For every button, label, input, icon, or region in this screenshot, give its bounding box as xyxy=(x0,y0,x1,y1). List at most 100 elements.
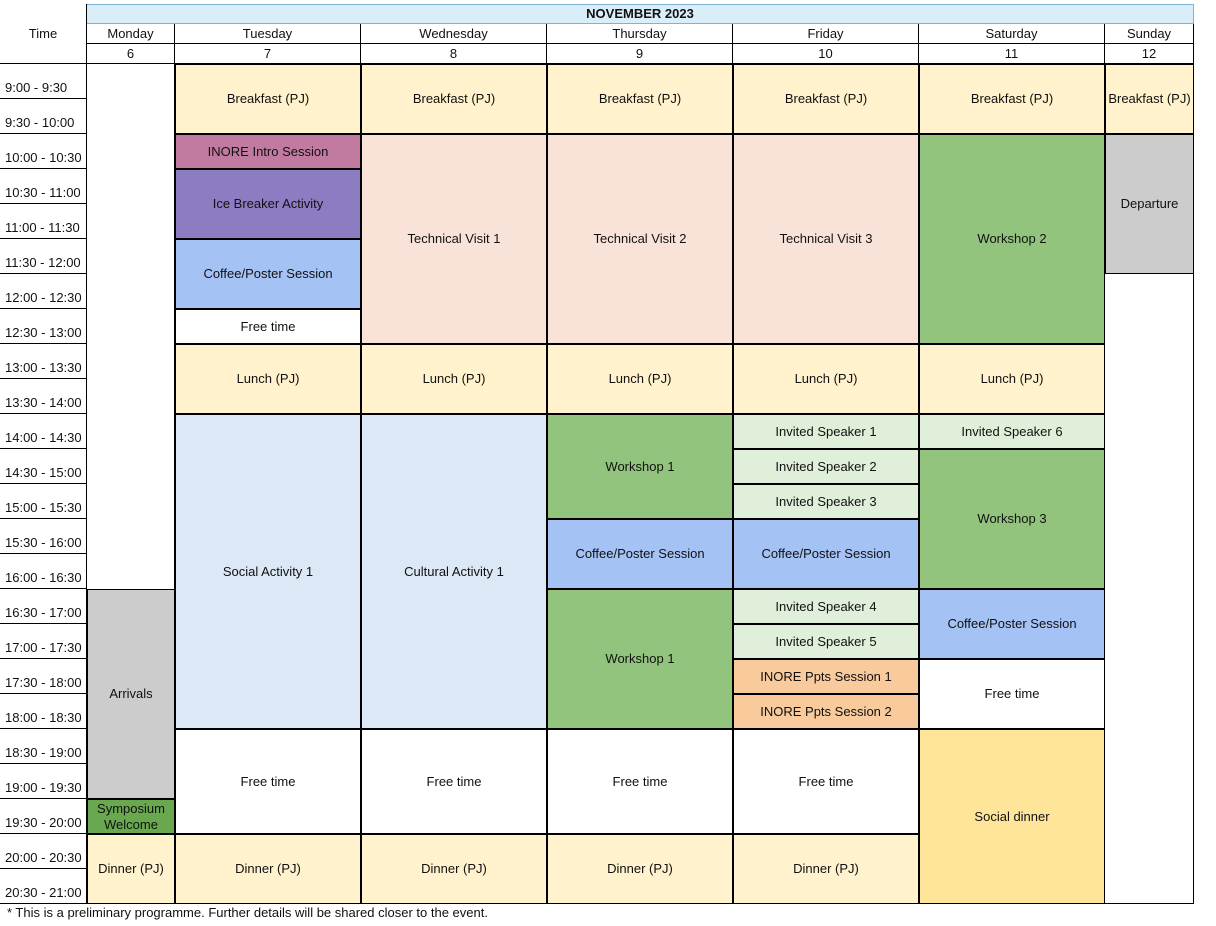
event-invited-speaker-1: Invited Speaker 1 xyxy=(733,414,919,449)
time-slot: 12:30 - 13:00 xyxy=(0,309,87,344)
event-invited-speaker-3: Invited Speaker 3 xyxy=(733,484,919,519)
event-arrivals: Arrivals xyxy=(87,589,175,799)
event-invited-speaker-5: Invited Speaker 5 xyxy=(733,624,919,659)
time-slot-label: 19:30 - 20:00 xyxy=(5,815,82,830)
event-technical-visit-1: Technical Visit 1 xyxy=(361,134,547,344)
day-date-monday: 6 xyxy=(87,44,175,64)
time-slot: 9:00 - 9:30 xyxy=(0,64,87,99)
time-slot: 17:30 - 18:00 xyxy=(0,659,87,694)
event-free-time: Free time xyxy=(919,659,1105,729)
day-header-saturday: Saturday xyxy=(919,24,1105,44)
event-breakfast-pj: Breakfast (PJ) xyxy=(547,64,733,134)
event-workshop-2: Workshop 2 xyxy=(919,134,1105,344)
time-slot-label: 11:30 - 12:00 xyxy=(5,255,81,270)
day-date-thursday: 9 xyxy=(547,44,733,64)
time-slot-label: 13:30 - 14:00 xyxy=(5,395,82,410)
time-slot: 14:30 - 15:00 xyxy=(0,449,87,484)
time-slot-label: 10:30 - 11:00 xyxy=(5,185,81,200)
time-slot-label: 16:30 - 17:00 xyxy=(5,605,82,620)
time-slot: 20:00 - 20:30 xyxy=(0,834,87,869)
event-lunch-pj: Lunch (PJ) xyxy=(175,344,361,414)
day-header-tuesday: Tuesday xyxy=(175,24,361,44)
time-slot-label: 20:30 - 21:00 xyxy=(5,885,82,900)
event-free-time: Free time xyxy=(361,729,547,834)
event-departure: Departure xyxy=(1105,134,1194,274)
time-slot-label: 12:30 - 13:00 xyxy=(5,325,82,340)
event-coffee-poster-session: Coffee/Poster Session xyxy=(919,589,1105,659)
time-slot: 15:30 - 16:00 xyxy=(0,519,87,554)
time-slot-label: 13:00 - 13:30 xyxy=(5,360,82,375)
event-technical-visit-3: Technical Visit 3 xyxy=(733,134,919,344)
time-slot: 12:00 - 12:30 xyxy=(0,274,87,309)
time-slot-label: 15:30 - 16:00 xyxy=(5,535,82,550)
event-inore-ppts-session-1: INORE Ppts Session 1 xyxy=(733,659,919,694)
day-date-tuesday: 7 xyxy=(175,44,361,64)
time-slot-label: 15:00 - 15:30 xyxy=(5,500,82,515)
day-date-friday: 10 xyxy=(733,44,919,64)
event-lunch-pj: Lunch (PJ) xyxy=(919,344,1105,414)
event-free-time: Free time xyxy=(175,309,361,344)
time-slot: 14:00 - 14:30 xyxy=(0,414,87,449)
event-dinner-pj: Dinner (PJ) xyxy=(361,834,547,904)
event-inore-ppts-session-2: INORE Ppts Session 2 xyxy=(733,694,919,729)
time-slot: 16:30 - 17:00 xyxy=(0,589,87,624)
time-slot-label: 17:00 - 17:30 xyxy=(5,640,82,655)
time-slot: 18:30 - 19:00 xyxy=(0,729,87,764)
time-slot-label: 12:00 - 12:30 xyxy=(5,290,82,305)
event-workshop-1: Workshop 1 xyxy=(547,589,733,729)
time-slot-label: 20:00 - 20:30 xyxy=(5,850,82,865)
event-breakfast-pj: Breakfast (PJ) xyxy=(733,64,919,134)
day-column-sunday xyxy=(1105,64,1194,904)
event-free-time: Free time xyxy=(547,729,733,834)
time-slot-label: 19:00 - 19:30 xyxy=(5,780,82,795)
time-slot-label: 10:00 - 10:30 xyxy=(5,150,82,165)
time-slot-label: 17:30 - 18:00 xyxy=(5,675,82,690)
event-invited-speaker-2: Invited Speaker 2 xyxy=(733,449,919,484)
time-column-header: Time xyxy=(0,4,87,64)
event-free-time: Free time xyxy=(175,729,361,834)
day-header-monday: Monday xyxy=(87,24,175,44)
time-slot-label: 14:30 - 15:00 xyxy=(5,465,82,480)
time-slot: 18:00 - 18:30 xyxy=(0,694,87,729)
event-breakfast-pj: Breakfast (PJ) xyxy=(1105,64,1194,134)
time-slot: 10:30 - 11:00 xyxy=(0,169,87,204)
time-slot-label: 9:00 - 9:30 xyxy=(5,80,68,95)
day-date-sunday: 12 xyxy=(1105,44,1194,64)
event-free-time: Free time xyxy=(733,729,919,834)
day-header-wednesday: Wednesday xyxy=(361,24,547,44)
time-slot: 9:30 - 10:00 xyxy=(0,99,87,134)
time-slot-label: 18:00 - 18:30 xyxy=(5,710,82,725)
day-header-thursday: Thursday xyxy=(547,24,733,44)
time-slot: 10:00 - 10:30 xyxy=(0,134,87,169)
event-social-activity-1: Social Activity 1 xyxy=(175,414,361,729)
event-invited-speaker-4: Invited Speaker 4 xyxy=(733,589,919,624)
event-dinner-pj: Dinner (PJ) xyxy=(547,834,733,904)
day-date-wednesday: 8 xyxy=(361,44,547,64)
time-slot: 19:30 - 20:00 xyxy=(0,799,87,834)
time-slot: 19:00 - 19:30 xyxy=(0,764,87,799)
day-header-friday: Friday xyxy=(733,24,919,44)
event-dinner-pj: Dinner (PJ) xyxy=(175,834,361,904)
time-slot-label: 16:00 - 16:30 xyxy=(5,570,82,585)
event-coffee-poster-session: Coffee/Poster Session xyxy=(175,239,361,309)
event-inore-intro-session: INORE Intro Session xyxy=(175,134,361,169)
time-slot: 20:30 - 21:00 xyxy=(0,869,87,904)
time-slot: 11:00 - 11:30 xyxy=(0,204,87,239)
time-slot: 16:00 - 16:30 xyxy=(0,554,87,589)
time-slot: 13:00 - 13:30 xyxy=(0,344,87,379)
event-dinner-pj: Dinner (PJ) xyxy=(87,834,175,904)
event-workshop-1: Workshop 1 xyxy=(547,414,733,519)
event-lunch-pj: Lunch (PJ) xyxy=(733,344,919,414)
event-lunch-pj: Lunch (PJ) xyxy=(361,344,547,414)
time-slot-label: 9:30 - 10:00 xyxy=(5,115,75,130)
day-date-saturday: 11 xyxy=(919,44,1105,64)
event-breakfast-pj: Breakfast (PJ) xyxy=(361,64,547,134)
event-breakfast-pj: Breakfast (PJ) xyxy=(919,64,1105,134)
time-slot: 13:30 - 14:00 xyxy=(0,379,87,414)
event-lunch-pj: Lunch (PJ) xyxy=(547,344,733,414)
event-cultural-activity-1: Cultural Activity 1 xyxy=(361,414,547,729)
event-coffee-poster-session: Coffee/Poster Session xyxy=(547,519,733,589)
event-breakfast-pj: Breakfast (PJ) xyxy=(175,64,361,134)
event-social-dinner: Social dinner xyxy=(919,729,1105,904)
